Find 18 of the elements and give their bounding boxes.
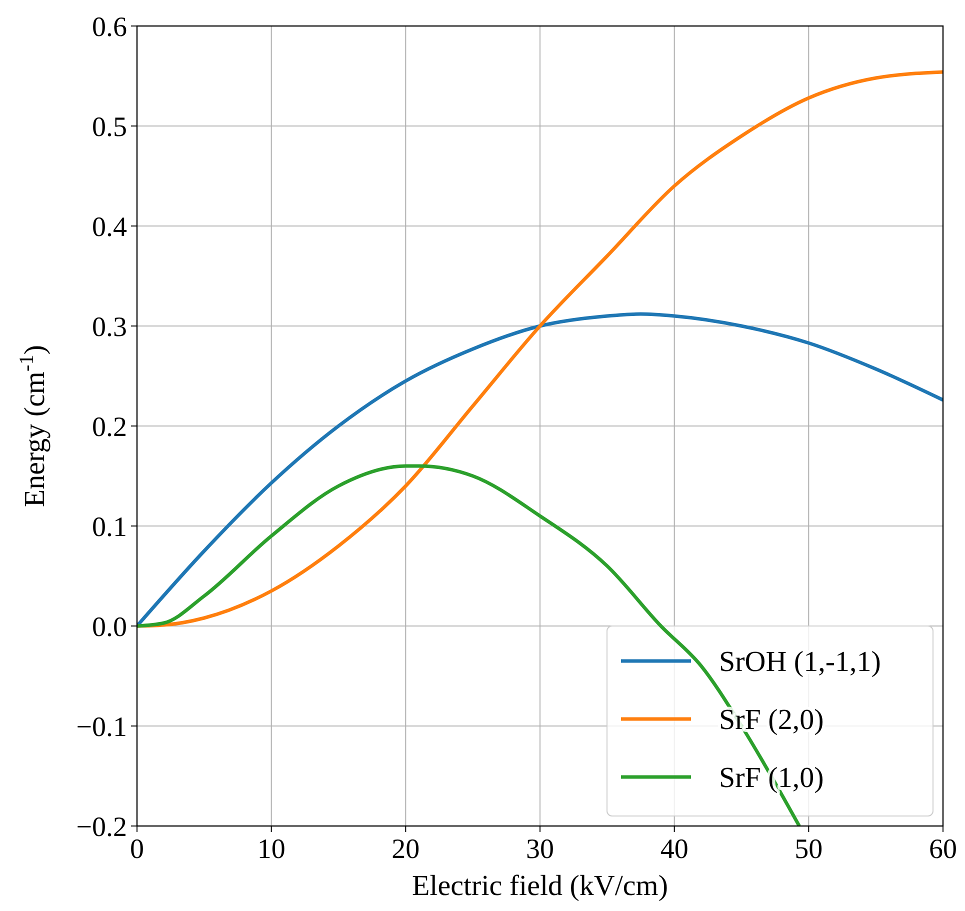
y-tick-label: 0.1 [92, 512, 127, 543]
x-tick-label: 10 [257, 834, 286, 865]
y-tick-label: 0.4 [92, 212, 127, 243]
y-tick-label: 0.6 [92, 12, 127, 43]
y-tick-label: −0.2 [76, 812, 127, 843]
x-tick-label: 20 [392, 834, 420, 865]
x-tick-label: 60 [929, 834, 957, 865]
y-tick-label: 0.2 [92, 412, 127, 443]
y-tick-label: 0.5 [92, 112, 127, 143]
y-tick-label: 0.3 [92, 312, 127, 343]
y-tick-label: 0.0 [92, 612, 127, 643]
x-tick-label: 0 [130, 834, 144, 865]
y-tick-label: −0.1 [76, 712, 127, 743]
x-tick-label: 40 [660, 834, 688, 865]
legend-label: SrOH (1,-1,1) [719, 646, 881, 678]
x-axis-title: Electric field (kV/cm) [412, 870, 668, 902]
x-tick-label: 50 [794, 834, 823, 865]
x-tick-label: 30 [526, 834, 554, 865]
